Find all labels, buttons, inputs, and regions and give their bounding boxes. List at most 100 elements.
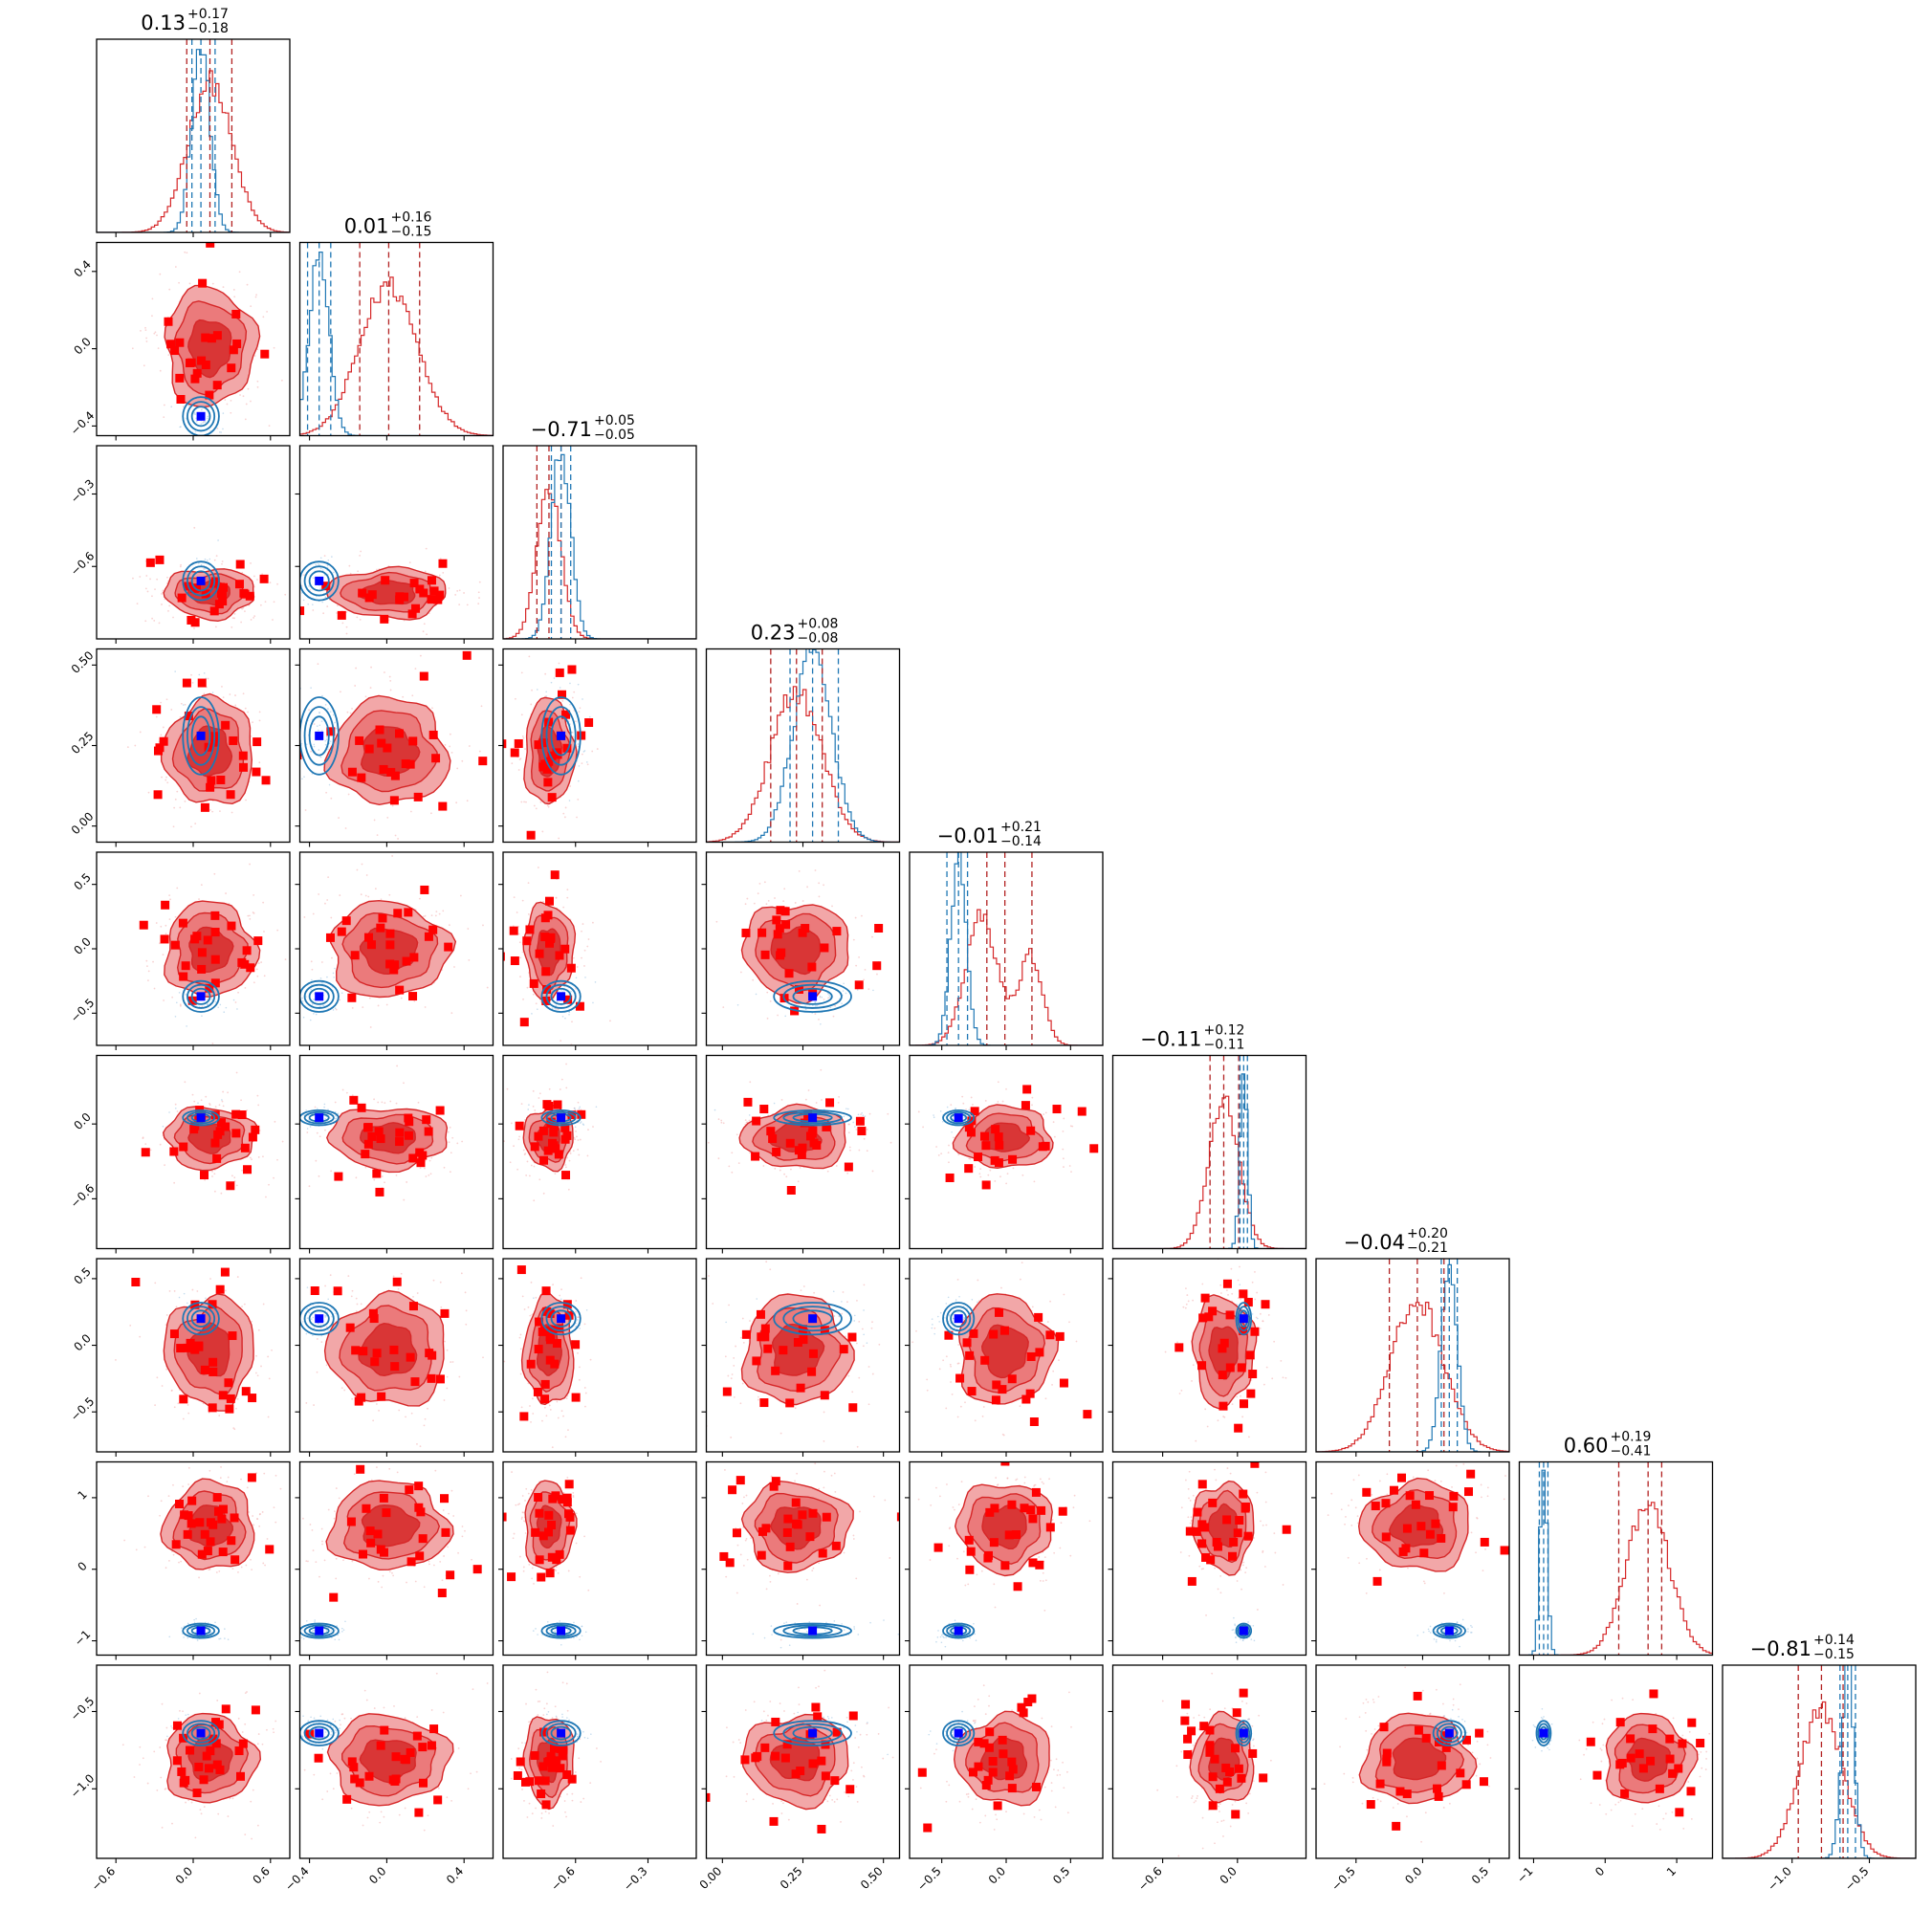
red-sample-point [827,997,829,999]
red-sample-point [1068,1321,1070,1324]
blue-contour-1 [773,1302,852,1336]
blue-contour-2 [782,1110,843,1125]
red-sample-point [515,697,516,700]
red-marker [192,368,202,378]
blue-sample-point [820,1022,822,1025]
red-marker [567,665,577,674]
blue-sample-point [178,992,181,994]
blue-sample-point [313,1327,316,1329]
red-sample-point [349,572,352,575]
red-marker [243,1165,252,1175]
red-marker [181,961,190,971]
red-sample-point [831,905,833,908]
red-marker [440,1308,450,1318]
red-marker [427,1373,436,1383]
red-sample-point [1051,1383,1053,1386]
red-marker [760,950,770,959]
red-marker [515,1121,524,1131]
red-sample-point [240,621,243,624]
blue-sample-point [866,1342,868,1344]
red-marker [759,1398,769,1408]
red-sample-point [400,997,403,999]
red-sample-point [818,895,821,898]
red-sample-point [516,911,518,913]
red-sample-point [518,1135,520,1138]
red-marker [964,1164,974,1174]
red-marker [209,606,219,616]
red-marker [1026,1126,1036,1135]
red-sample-point [329,1274,332,1277]
red-sample-point [1049,1300,1051,1303]
red-marker [260,349,270,359]
red-marker [369,1314,379,1324]
red-sample-point [309,1363,311,1365]
red-sample-point [285,1410,287,1412]
red-marker [201,333,210,342]
blue-sample-point [594,981,597,983]
red-sample-point [887,1112,889,1115]
red-marker [562,743,572,753]
red-sample-point [449,1126,451,1129]
red-sample-point [153,620,156,622]
blue-sample-point [318,712,320,714]
blue-sample-point [331,1315,334,1318]
red-sample-point [233,1176,236,1179]
red-sample-point [170,709,173,711]
red-sample-point [905,955,907,957]
truth-marker [315,992,324,1001]
red-sample-point [999,1175,1001,1178]
blue-sample-point [287,992,289,994]
red-sample-point [221,685,223,688]
blue-sample-point [203,672,206,674]
red-marker [221,720,231,730]
red-marker [141,1148,150,1157]
red-sample-point [165,776,167,779]
blue-sample-point [307,603,310,605]
blue-sample-point [302,1016,305,1019]
red-marker [538,1126,548,1135]
red-sample-point [531,689,533,692]
red-marker [227,363,236,373]
red-sample-point [945,1407,948,1410]
red-marker [197,964,207,974]
red-sample-point [864,969,867,971]
red-marker [779,1346,788,1355]
red-sample-point [423,623,426,626]
red-sample-point [575,720,577,723]
red-sample-point [521,1295,524,1298]
red-sample-point [409,810,412,813]
red-marker [561,1171,571,1180]
blue-contour-1 [540,696,582,776]
panel-7-5 [911,1262,1092,1437]
red-sample-point [957,1153,960,1156]
red-sample-point [478,597,480,599]
red-sample-point [733,1357,735,1359]
red-sample-point [815,1102,818,1104]
red-sample-point [823,999,825,1000]
red-sample-point [191,681,194,684]
red-marker [179,1394,188,1404]
red-sample-point [556,1400,559,1403]
red-sample-point [213,1190,216,1193]
red-marker [809,1138,819,1148]
red-sample-point [543,1406,546,1409]
red-sample-point [161,604,163,605]
red-sample-point [246,1109,249,1111]
red-marker [199,1171,209,1180]
blue-sample-point [584,977,586,978]
red-sample-point [917,1110,920,1113]
red-sample-point [239,394,241,396]
red-sample-point [832,1015,835,1018]
red-sample-point [345,632,348,635]
red-marker [395,592,405,602]
red-sample-point [293,786,295,788]
red-sample-point [174,798,177,801]
red-sample-point [222,1090,225,1093]
red-sample-point [326,899,329,901]
red-sample-point [532,1397,534,1400]
red-sample-point [821,1099,823,1101]
red-sample-point [972,1104,974,1106]
blue-sample-point [333,571,335,574]
blue-sample-point [335,1114,337,1117]
